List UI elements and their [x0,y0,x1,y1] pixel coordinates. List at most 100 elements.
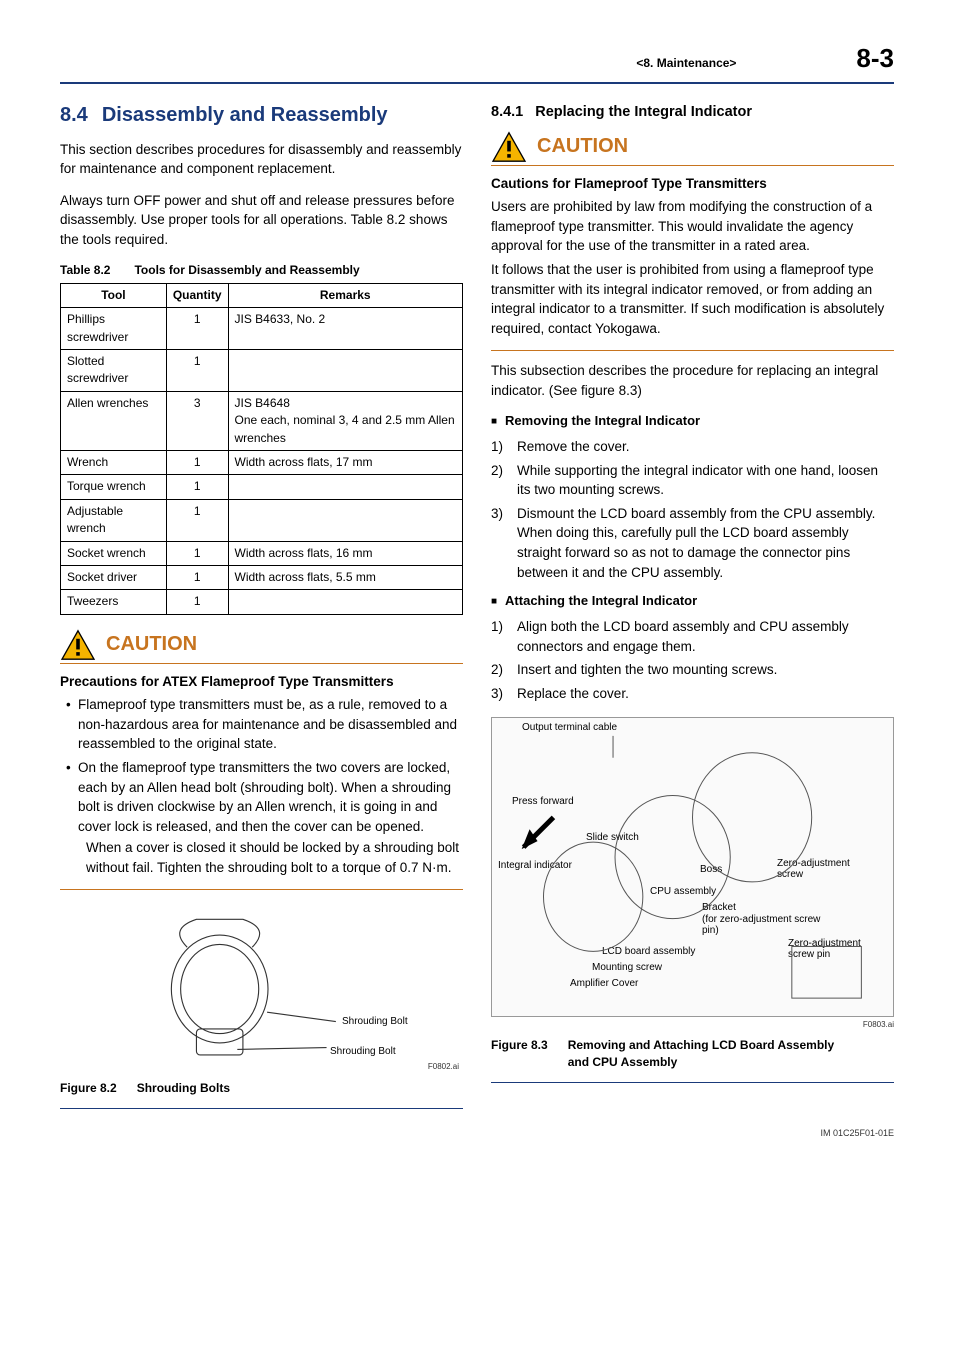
figure-8-3: Output terminal cable Press forward Slid… [491,717,894,1071]
fig83-caption-num: Figure 8.3 [491,1037,548,1072]
right-column: 8.4.1 Replacing the Integral Indicator C… [491,102,894,1109]
caution-triangle-icon [60,629,96,661]
caution-body-right: Cautions for Flameproof Type Transmitter… [491,174,894,352]
fig83-caption: Figure 8.3 Removing and Attaching LCD Bo… [491,1037,894,1072]
right-intro: This subsection describes the procedure … [491,361,894,400]
table-cell [228,590,463,614]
table-cell: Allen wrenches [61,391,167,450]
intro-paragraph-2: Always turn OFF power and shut off and r… [60,191,463,250]
table-cell: 1 [166,590,228,614]
section-number: 8.4 [60,102,88,128]
table-header: Remarks [228,283,463,307]
table-cell [228,350,463,392]
caution-body-left: Precautions for ATEX Flameproof Type Tra… [60,672,463,891]
subsection-heading: Replacing the Integral Indicator [535,102,752,123]
table-cell: Socket driver [61,565,167,589]
caution-word: CAUTION [537,132,628,161]
step-item: Align both the LCD board assembly and CP… [491,617,894,656]
table-cell [228,499,463,541]
table-cell: Socket wrench [61,541,167,565]
table-header: Tool [61,283,167,307]
table-caption-num: Table 8.2 [60,262,110,279]
removing-steps: Remove the cover. While supporting the in… [491,437,894,582]
table-cell: 1 [166,451,228,475]
caution-word: CAUTION [106,630,197,659]
fig82-caption-text: Shrouding Bolts [137,1080,230,1097]
removing-heading: Removing the Integral Indicator [491,412,894,431]
fig83-id: F0803.ai [491,1019,894,1031]
caution-header: CAUTION [60,629,463,664]
step-item: Insert and tighten the two mounting scre… [491,660,894,680]
page-number: 8-3 [856,40,894,78]
step-item: Dismount the LCD board assembly from the… [491,504,894,582]
subsection-title: 8.4.1 Replacing the Integral Indicator [491,102,894,123]
fig82-caption-num: Figure 8.2 [60,1080,117,1097]
table-cell: 3 [166,391,228,450]
figure-8-2: Shrouding Bolt Shrouding Bolt F0802.ai F… [60,904,463,1097]
document-footer: IM 01C25F01-01E [60,1127,894,1140]
caution-subhead: Precautions for ATEX Flameproof Type Tra… [60,672,463,692]
chapter-label: <8. Maintenance> [636,55,736,72]
table-cell: 1 [166,350,228,392]
table-cell: JIS B4633, No. 2 [228,308,463,350]
caution-body-p2: It follows that the user is prohibited f… [491,260,894,338]
table-header: Quantity [166,283,228,307]
page-header: <8. Maintenance> 8-3 [60,40,894,84]
tools-table: ToolQuantityRemarks Phillips screwdriver… [60,283,463,615]
table-caption-text: Tools for Disassembly and Reassembly [134,262,359,279]
fig82-label-2: Shrouding Bolt [330,1046,396,1057]
table-row: Socket wrench1Width across flats, 16 mm [61,541,463,565]
left-column: 8.4 Disassembly and Reassembly This sect… [60,102,463,1109]
content-columns: 8.4 Disassembly and Reassembly This sect… [60,102,894,1109]
caution-bullet: Flameproof type transmitters must be, as… [70,695,463,754]
table-cell [228,475,463,499]
table-cell: 1 [166,475,228,499]
fig83-caption-text: Removing and Attaching LCD Board Assembl… [568,1037,838,1072]
table-caption: Table 8.2 Tools for Disassembly and Reas… [60,262,463,279]
caution-block-left: CAUTION Precautions for ATEX Flameproof … [60,629,463,891]
figure-8-2-image: Shrouding Bolt Shrouding Bolt F0802.ai [60,904,463,1074]
caution-bullet: On the flameproof type transmitters the … [70,758,463,877]
table-row: Slotted screwdriver1 [61,350,463,392]
section-heading: Disassembly and Reassembly [102,102,388,128]
table-cell: Phillips screwdriver [61,308,167,350]
step-item: While supporting the integral indicator … [491,461,894,500]
caution-header-right: CAUTION [491,131,894,166]
attaching-heading: Attaching the Integral Indicator [491,592,894,611]
figure-8-3-image: Output terminal cable Press forward Slid… [491,717,894,1017]
section-title: 8.4 Disassembly and Reassembly [60,102,463,128]
table-cell: Tweezers [61,590,167,614]
table-cell: Width across flats, 5.5 mm [228,565,463,589]
subsection-number: 8.4.1 [491,102,523,123]
fig82-id: F0802.ai [428,1061,459,1073]
caution-body-p1: Users are prohibited by law from modifyi… [491,197,894,256]
table-cell: 1 [166,541,228,565]
caution-bullet-list: Flameproof type transmitters must be, as… [60,695,463,877]
step-item: Remove the cover. [491,437,894,457]
table-cell: 1 [166,499,228,541]
caution-extra: When a cover is closed it should be lock… [78,838,463,877]
left-column-rule [60,1108,463,1109]
table-cell: Slotted screwdriver [61,350,167,392]
fig82-caption: Figure 8.2 Shrouding Bolts [60,1080,463,1097]
table-cell: JIS B4648One each, nominal 3, 4 and 2.5 … [228,391,463,450]
table-cell: Width across flats, 17 mm [228,451,463,475]
caution-subhead-right: Cautions for Flameproof Type Transmitter… [491,174,894,194]
table-row: Adjustable wrench1 [61,499,463,541]
fig82-label-1: Shrouding Bolt [342,1016,408,1027]
table-row: Socket driver1Width across flats, 5.5 mm [61,565,463,589]
table-cell: 1 [166,308,228,350]
table-row: Phillips screwdriver1JIS B4633, No. 2 [61,308,463,350]
right-column-rule [491,1082,894,1083]
table-cell: 1 [166,565,228,589]
caution-triangle-icon [491,131,527,163]
caution-block-right: CAUTION Cautions for Flameproof Type Tra… [491,131,894,352]
table-cell: Wrench [61,451,167,475]
table-row: Wrench1Width across flats, 17 mm [61,451,463,475]
table-cell: Adjustable wrench [61,499,167,541]
table-row: Tweezers1 [61,590,463,614]
table-cell: Width across flats, 16 mm [228,541,463,565]
table-row: Allen wrenches3JIS B4648One each, nomina… [61,391,463,450]
table-row: Torque wrench1 [61,475,463,499]
attaching-steps: Align both the LCD board assembly and CP… [491,617,894,703]
